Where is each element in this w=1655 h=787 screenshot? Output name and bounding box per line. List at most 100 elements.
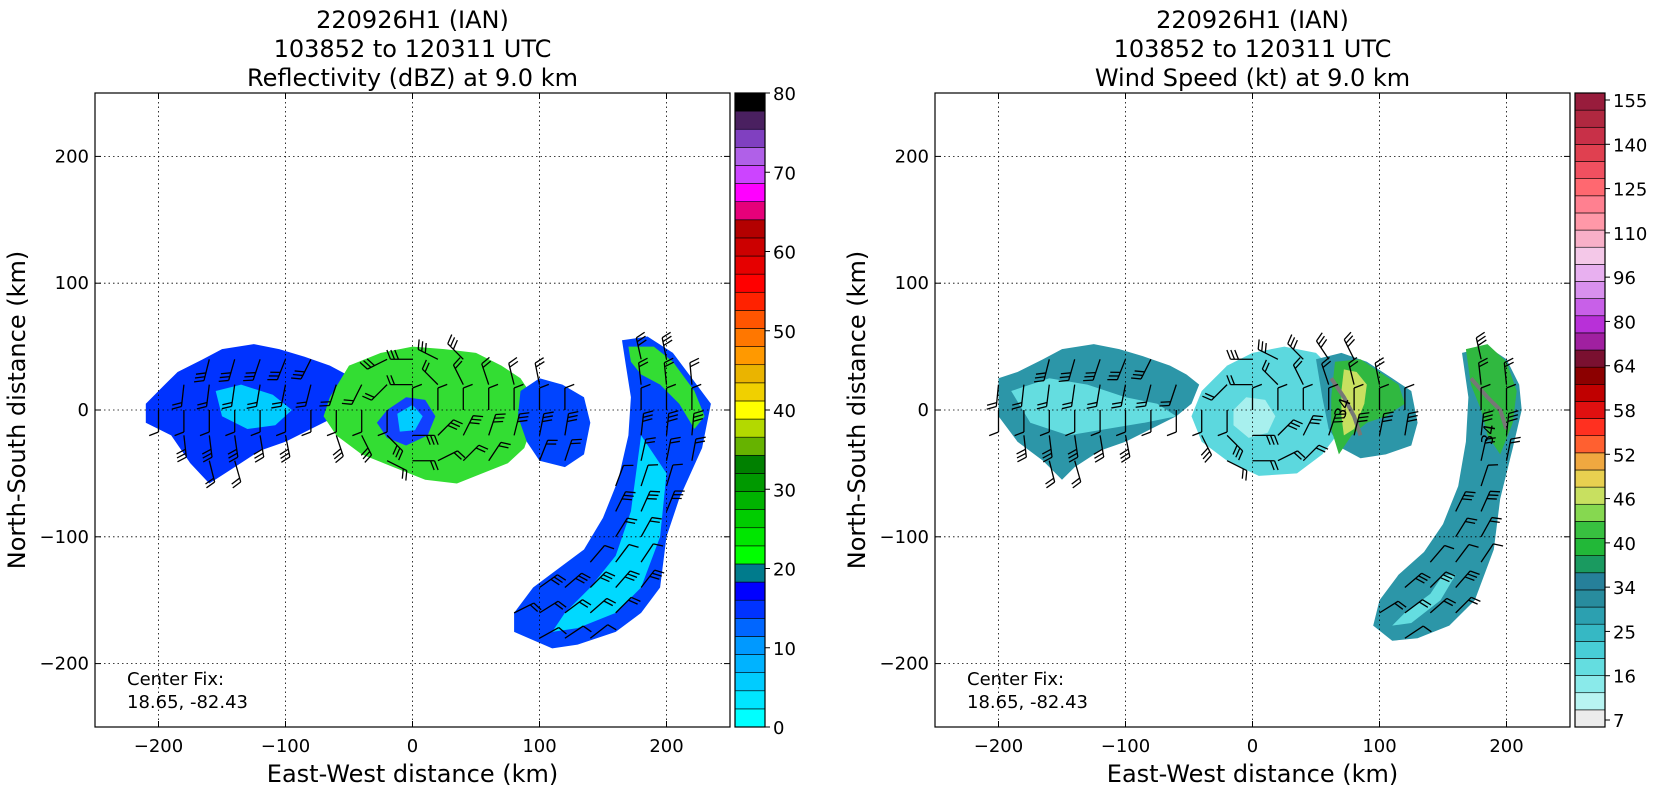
colorbar-segment	[1574, 641, 1606, 659]
y-tick-label: 200	[895, 146, 929, 167]
wind-barb	[421, 359, 439, 386]
wind-barb	[174, 410, 185, 437]
y-axis-label: North-South distance (km)	[843, 251, 871, 570]
colorbar-segment	[734, 418, 766, 438]
colorbar-segment	[1574, 555, 1606, 574]
wind-barb	[1141, 410, 1152, 437]
wind-barb	[615, 596, 641, 614]
colorbar-tick-label: 10	[773, 639, 796, 660]
colorbar-segment	[734, 201, 766, 221]
colorbar-segment	[734, 328, 766, 347]
colorbar-segment	[734, 654, 766, 673]
wind-barb	[246, 384, 261, 410]
colorbar-segment	[734, 273, 766, 293]
echo-region	[517, 378, 591, 468]
wind-barb	[640, 383, 651, 410]
x-tick-label: 100	[522, 736, 556, 757]
x-tick-label: 0	[407, 736, 418, 757]
wind-barb	[1067, 435, 1079, 463]
wind-barb	[352, 410, 363, 437]
wind-barb	[1135, 384, 1152, 408]
wind-barb	[417, 339, 439, 360]
x-tick-label: −100	[261, 736, 310, 757]
wind-barb	[481, 356, 492, 385]
wind-barb	[691, 436, 706, 461]
colorbar-segment	[734, 545, 766, 565]
colorbar-segment	[734, 563, 766, 583]
wind-barb	[462, 383, 473, 410]
colorbar-segment	[734, 708, 766, 728]
colorbar-tick-label: 96	[1613, 268, 1636, 289]
wind-barb	[1226, 349, 1253, 360]
wind-barb	[539, 574, 567, 589]
colorbar-segment	[1574, 332, 1606, 351]
contour-label: 34	[1477, 423, 1499, 446]
wind-barb	[615, 517, 638, 538]
wind-barb	[1036, 384, 1050, 410]
wind-barb	[1348, 356, 1359, 385]
colorbar-segment	[734, 400, 766, 420]
colorbar-segment	[1574, 418, 1606, 437]
wind-barb	[564, 572, 591, 589]
colorbar-segment	[1574, 315, 1606, 334]
wind-barb	[437, 383, 448, 410]
wind-barb	[1039, 410, 1050, 437]
center-fix-text: 18.65, -82.43	[127, 692, 248, 713]
wind-barb	[1353, 383, 1364, 410]
wind-barb	[1071, 460, 1082, 489]
colorbar-segment	[734, 219, 766, 239]
y-tick-label: −200	[40, 654, 89, 675]
wind-barb	[1119, 435, 1131, 463]
contour-line	[1329, 377, 1363, 436]
wind-barb	[1455, 543, 1479, 563]
colorbar-tick-label: 58	[1613, 401, 1636, 422]
colorbar-tick-label: 60	[773, 243, 796, 264]
wind-barb	[589, 597, 617, 614]
wind-barb	[243, 359, 261, 382]
wind-barb	[1257, 339, 1279, 360]
echo-region	[514, 336, 711, 649]
wind-barb	[176, 435, 187, 463]
wind-barb	[377, 410, 388, 437]
wind-barb	[1429, 544, 1455, 563]
wind-barb	[513, 412, 530, 436]
wind-barb	[1033, 359, 1050, 383]
wind-barb	[1277, 383, 1288, 410]
echo-region	[1233, 397, 1276, 438]
wind-barb	[508, 356, 519, 385]
colorbar-segment	[734, 581, 766, 601]
chart-title-line: Wind Speed (kt) at 9.0 km	[1095, 64, 1410, 92]
wind-barb	[452, 357, 464, 385]
wind-barb	[1011, 384, 1025, 410]
wind-barb	[218, 359, 236, 383]
wind-barb	[1480, 516, 1502, 538]
wind-barb	[665, 490, 685, 512]
colorbar-tick-label: 70	[773, 163, 796, 184]
wind-barb	[1374, 357, 1385, 385]
wind-barb	[1090, 410, 1101, 437]
colorbar-segment	[1574, 144, 1606, 162]
colorbar-segment	[734, 310, 766, 329]
colorbar-tick-label: 50	[773, 322, 796, 343]
wind-barb	[1292, 357, 1304, 385]
colorbar-segment	[734, 165, 766, 184]
wind-barb	[1226, 375, 1253, 386]
wind-barb	[640, 464, 659, 487]
wind-barb	[640, 410, 654, 436]
wind-barb	[1505, 436, 1521, 461]
colorbar-segment	[734, 382, 766, 402]
wind-barb	[1480, 464, 1499, 487]
wind-barb	[1455, 596, 1481, 614]
colorbar-segment	[1574, 401, 1606, 419]
wind-barb	[201, 435, 213, 463]
wind-barb	[1252, 460, 1279, 471]
wind-barb	[205, 460, 216, 489]
colorbar-segment	[734, 690, 766, 710]
wind-barb	[1404, 383, 1415, 410]
wind-barb	[1058, 359, 1076, 383]
colorbar-segment	[734, 291, 766, 311]
wind-barb	[488, 383, 499, 410]
wind-barb	[359, 358, 388, 370]
wind-barb	[225, 410, 236, 437]
